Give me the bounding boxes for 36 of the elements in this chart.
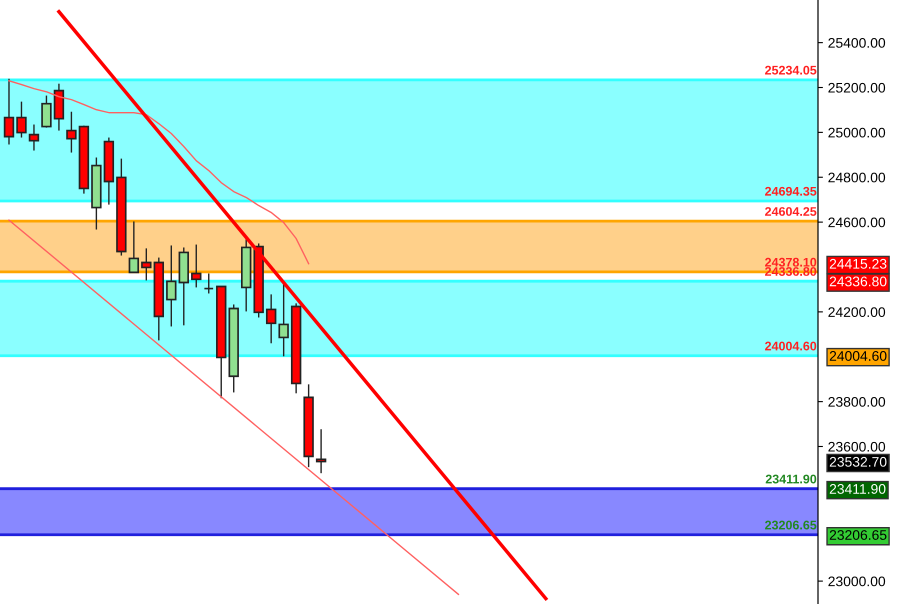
y-tick-label: 23800.00 [828,396,886,407]
ref-line-label: 24604.25 [765,207,816,216]
candlestick [28,124,40,152]
candlestick [316,428,326,474]
y-tick-label: 24800.00 [828,172,886,182]
y-tick-label: 25000.00 [828,128,886,138]
y-tick-label: 24200.00 [828,307,886,318]
candlestick [204,272,214,294]
candlestick [141,248,152,282]
y-tick-label: 24600.00 [828,217,886,228]
candlestick [266,294,276,344]
y2-tick-label: 24004.60 [830,351,886,361]
ref-line-label: 25234.05 [765,66,816,75]
y-tick-label: 23000.00 [828,576,886,586]
line-series [8,80,310,264]
candlestick [16,100,27,138]
y2-tick-label: 23411.90 [830,484,886,494]
ref-line-label: 23411.90 [766,474,816,484]
candlestick [4,78,14,146]
ref-line-label: 23206.65 [765,520,816,530]
y-tick-label: 25200.00 [828,82,886,93]
candlestick [66,111,77,154]
ref-line-label: 24378.10 [765,258,816,267]
candlestick [41,94,52,128]
candlestick [166,244,176,328]
ref-line-label: 24694.35 [765,186,816,196]
y2-tick-label: 24336.80 [830,276,886,286]
candlestick [278,282,289,357]
candlestick [128,220,140,274]
y-tick-label: 25400.00 [828,38,886,48]
y2-tick-label: 23206.65 [830,530,886,540]
candlestick [191,244,202,288]
y-tick-label: 23600.00 [828,442,886,452]
ref-line-label: 24004.60 [765,342,816,350]
y2-tick-label: 24415.23 [830,258,886,269]
y2-tick-label: 23532.70 [830,456,886,467]
